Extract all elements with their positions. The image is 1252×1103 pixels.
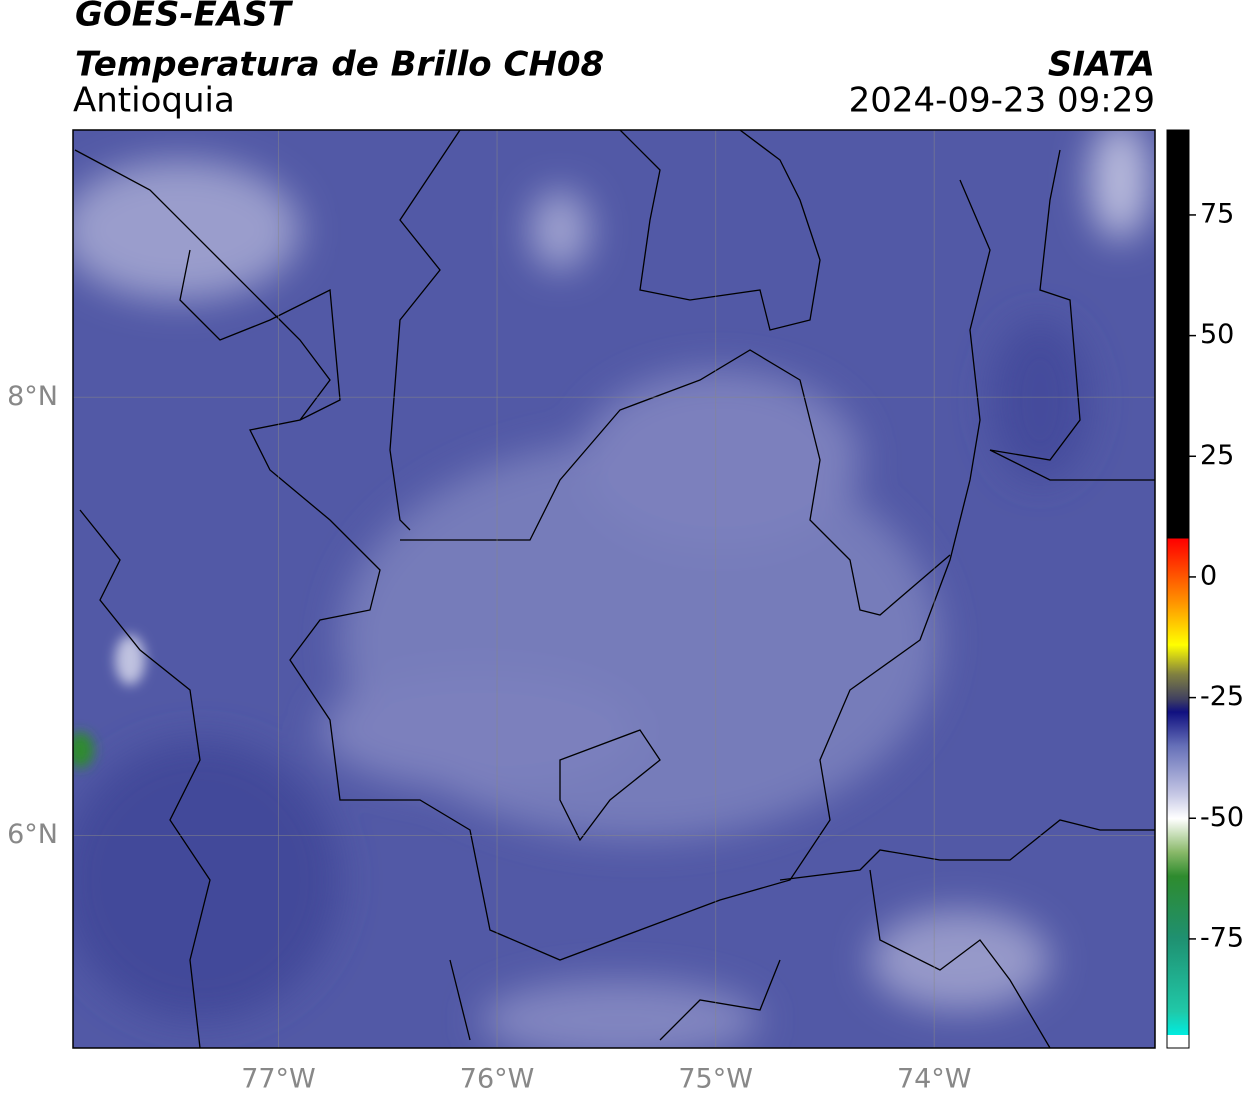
product-title: Temperatura de Brillo CH08 <box>75 45 604 85</box>
colorbar-tick-label: 75 <box>1200 198 1234 229</box>
colorbar-tick-label: 0 <box>1200 560 1217 591</box>
colorbar-tick-label: -50 <box>1200 802 1244 833</box>
colorbar-tick-label: -25 <box>1200 681 1244 712</box>
colorbar-tick-label: -75 <box>1200 922 1244 953</box>
y-tick-label: 8°N <box>7 381 58 412</box>
x-tick-label: 75°W <box>678 1064 753 1095</box>
colorbar-tick-label: 25 <box>1200 440 1234 471</box>
map-frame <box>72 129 1156 1049</box>
agency-label: SIATA <box>1048 45 1155 85</box>
x-tick-label: 76°W <box>460 1064 535 1095</box>
datetime-label: 2024-09-23 09:29 <box>849 81 1155 121</box>
colorbar-tick-label: 50 <box>1200 319 1234 350</box>
y-tick-label: 6°N <box>7 819 58 850</box>
x-tick-label: 74°W <box>897 1064 972 1095</box>
x-tick-label: 77°W <box>241 1064 316 1095</box>
colorbar <box>1166 129 1190 1049</box>
grid-layer <box>73 130 1155 1048</box>
satellite-title: GOES-EAST <box>75 0 294 35</box>
map-image <box>73 130 1155 1048</box>
region-label: Antioquia <box>73 81 235 121</box>
